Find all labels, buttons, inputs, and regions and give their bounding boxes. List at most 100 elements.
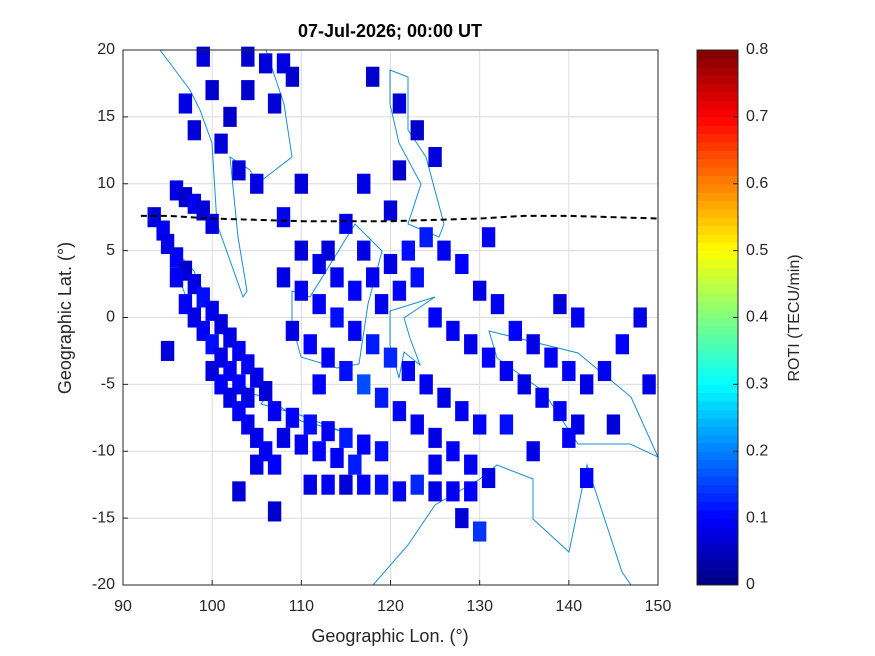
colorbar-swatch [697, 192, 738, 201]
roti-cell [232, 481, 246, 502]
colorbar-swatch [697, 133, 738, 143]
roti-cell [374, 474, 389, 495]
colorbar-swatch [697, 401, 738, 410]
roti-cell [597, 360, 612, 382]
colorbar-tick-label: 0.4 [746, 309, 768, 326]
roti-cell [214, 133, 228, 154]
roti-cell [401, 240, 416, 261]
roti-cell [455, 508, 469, 529]
colorbar-swatch [697, 208, 738, 218]
colorbar: 0 0.1 0.2 0.3 0.4 0.5 0.6 0.7 0.8 [696, 41, 768, 593]
colorbar-swatch [697, 167, 738, 176]
roti-cell [428, 427, 442, 448]
roti-cell [178, 93, 193, 114]
roti-cell [365, 267, 380, 288]
colorbar-swatch [697, 451, 738, 461]
roti-cell [579, 374, 594, 395]
x-tick-label: 150 [645, 598, 672, 615]
roti-cell [428, 454, 442, 475]
roti-cell [446, 441, 460, 462]
y-tick-label: -20 [92, 576, 115, 593]
colorbar-tick-label: 0.8 [746, 41, 768, 58]
y-tick-label: -5 [101, 376, 115, 393]
colorbar-swatch [697, 58, 738, 68]
colorbar-swatch [697, 426, 738, 436]
colorbar-swatch [697, 392, 738, 402]
roti-cell [419, 227, 433, 248]
colorbar-swatch [697, 183, 738, 193]
roti-cell [357, 374, 371, 395]
colorbar-swatch [697, 258, 738, 268]
roti-cell [196, 46, 210, 67]
y-axis-label: Geographic Lat. (°) [55, 242, 75, 394]
roti-cell [615, 334, 630, 355]
roti-cell [419, 374, 433, 395]
colorbar-swatch [697, 476, 738, 486]
roti-cell [321, 240, 335, 261]
roti-cell [410, 267, 424, 288]
cells [147, 46, 656, 542]
coastline [159, 49, 293, 299]
roti-cell [437, 387, 451, 408]
roti-cell [303, 474, 317, 495]
colorbar-swatch [697, 359, 738, 369]
roti-cell [606, 414, 621, 435]
colorbar-swatch [697, 75, 738, 84]
roti-cell [508, 320, 523, 341]
roti-cell [392, 481, 407, 502]
colorbar-swatch [697, 125, 738, 135]
y-tick-label: 10 [97, 175, 115, 192]
roti-cell [571, 307, 585, 328]
colorbar-label: ROTI (TECU/min) [786, 254, 803, 381]
roti-cell [392, 280, 407, 301]
colorbar-swatch [697, 568, 738, 578]
colorbar-swatch [697, 225, 738, 235]
x-tick-label: 130 [466, 598, 493, 615]
colorbar-swatch [697, 309, 738, 318]
roti-cell [428, 481, 442, 502]
x-tick-label: 120 [377, 598, 404, 615]
roti-cell [339, 427, 353, 448]
roti-cell [365, 334, 380, 355]
colorbar-swatch [697, 242, 738, 252]
roti-cell [258, 53, 273, 74]
colorbar-swatch [697, 91, 738, 101]
colorbar-swatch [697, 543, 738, 553]
roti-cell [383, 253, 398, 275]
roti-cell [187, 120, 202, 141]
roti-cell [472, 521, 487, 542]
roti-cell [348, 454, 362, 475]
colorbar-swatch [697, 484, 738, 494]
colorbar-swatch [697, 141, 738, 151]
colorbar-swatch [697, 300, 738, 310]
x-tick-label: 110 [289, 598, 315, 615]
roti-cell [357, 173, 371, 194]
roti-cell [276, 427, 291, 448]
roti-cell [241, 80, 255, 101]
roti-cell [410, 414, 424, 435]
roti-cell [517, 374, 531, 395]
roti-cell [455, 253, 469, 275]
colorbar-swatch [697, 459, 738, 469]
colorbar-swatch [697, 509, 738, 519]
roti-cell [321, 347, 335, 368]
colorbar-swatch [697, 367, 738, 377]
colorbar-swatch [697, 526, 738, 536]
colorbar-tick-label: 0.6 [746, 175, 768, 192]
roti-cell [455, 401, 469, 422]
x-tick-label: 100 [199, 598, 226, 615]
y-tick-label: 5 [106, 242, 115, 259]
roti-cell [553, 401, 567, 422]
roti-cell [481, 347, 496, 368]
roti-cell [374, 441, 389, 462]
x-tick-label: 90 [114, 598, 132, 615]
roti-cell [499, 414, 514, 435]
roti-cell [267, 93, 282, 114]
coastline [372, 463, 632, 586]
colorbar-swatch [697, 551, 738, 561]
colorbar-swatch [697, 150, 738, 160]
roti-cell [160, 340, 175, 361]
roti-cell [437, 240, 451, 261]
colorbar-swatch [697, 267, 738, 277]
roti-cell [562, 427, 576, 448]
